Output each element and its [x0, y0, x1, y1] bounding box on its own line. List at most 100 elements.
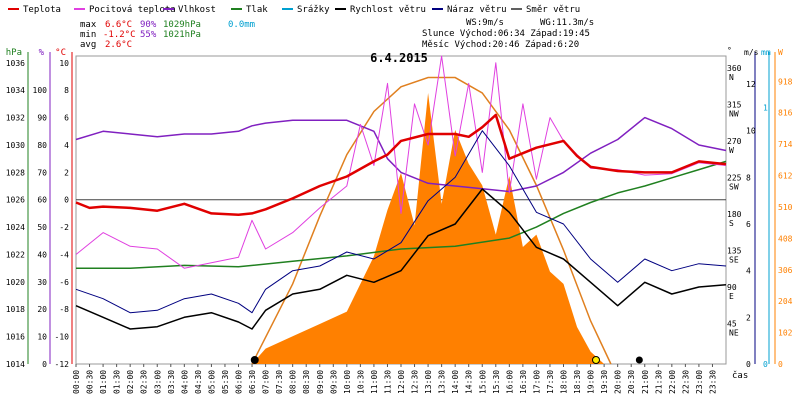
legend-label: Tlak [246, 5, 268, 15]
x-tick-label: 19:00 [587, 370, 596, 394]
stat-min-hum: 55% [140, 30, 157, 40]
wind-gust-info: WG:11.3m/s [540, 18, 594, 28]
x-tick-label: 01:00 [99, 370, 108, 394]
temperature-tick-label: 0 [64, 196, 69, 205]
x-tick-label: 21:00 [641, 370, 650, 394]
x-tick-label: 12:30 [411, 370, 420, 394]
x-tick-label: 13:30 [438, 370, 447, 394]
x-tick-label: 15:30 [492, 370, 501, 394]
moon-event-marker [635, 356, 643, 364]
x-tick-label: 01:30 [113, 370, 122, 394]
pressure-tick-label: 1026 [6, 196, 25, 205]
direction-tick-compass: N [729, 73, 734, 82]
pressure-tick-label: 1022 [6, 250, 25, 259]
wind-tick-label: 12 [746, 80, 756, 89]
direction-tick-label: 315 [727, 101, 742, 110]
x-tick-label: 11:30 [383, 370, 392, 394]
direction-tick-compass: SE [729, 256, 739, 265]
legend-label: Vlhkost [178, 5, 216, 15]
x-tick-label: 20:30 [627, 370, 636, 394]
stat-max-temp: 6.6°C [105, 20, 132, 30]
x-tick-label: 04:00 [180, 370, 189, 394]
x-tick-label: 04:30 [194, 370, 203, 394]
solar-tick-label: 714 [778, 140, 793, 149]
x-tick-label: 03:00 [153, 370, 162, 394]
x-tick-label: 05:00 [207, 370, 216, 394]
x-tick-label: 06:00 [235, 370, 244, 394]
stat-avg-temp: 2.6°C [105, 40, 132, 50]
temperature-tick-label: 6 [64, 114, 69, 123]
x-tick-label: 20:00 [614, 370, 623, 394]
moon-info: Měsíc Východ:20:46 Západ:6:20 [422, 40, 579, 50]
solar-tick-label: 408 [778, 234, 793, 243]
wind-tick-label: 4 [746, 267, 751, 276]
stat-min-press: 1021hPa [163, 30, 201, 40]
direction-tick-label: 225 [727, 174, 742, 183]
pressure-tick-label: 1034 [6, 86, 25, 95]
solar-tick-label: 102 [778, 329, 793, 338]
direction-tick-compass: NE [729, 329, 739, 338]
x-tick-label: 14:00 [451, 370, 460, 394]
pressure-tick-label: 1032 [6, 114, 25, 123]
legend-label: Rychlost větru [350, 5, 426, 15]
temperature-tick-label: -6 [59, 278, 69, 287]
x-tick-label: 05:30 [221, 370, 230, 394]
stat-max-label: max [80, 20, 97, 30]
wind-axis-unit: m/s [744, 48, 759, 57]
solar-tick-label: 510 [778, 203, 793, 212]
x-tick-label: 08:30 [302, 370, 311, 394]
x-tick-label: 03:30 [167, 370, 176, 394]
series-solar-area [252, 92, 605, 365]
stat-max-hum: 90% [140, 20, 157, 30]
direction-tick-compass: S [729, 219, 734, 228]
stat-min-temp: -1.2°C [103, 30, 136, 40]
solar-tick-label: 816 [778, 109, 793, 118]
legend-label: Pocitová teplota [89, 5, 176, 15]
temperature-tick-label: -4 [59, 250, 69, 259]
pressure-tick-label: 1030 [6, 141, 25, 150]
direction-tick-label: 135 [727, 247, 742, 256]
x-tick-label: 08:00 [289, 370, 298, 394]
humidity-tick-label: 50 [37, 223, 47, 232]
wind-tick-label: 8 [746, 173, 751, 182]
direction-tick-compass: NW [729, 110, 739, 119]
x-tick-label: 07:30 [275, 370, 284, 394]
chart-date: 6.4.2015 [370, 51, 428, 65]
x-tick-label: 16:00 [505, 370, 514, 394]
humidity-tick-label: 80 [37, 141, 47, 150]
x-tick-label: 06:30 [248, 370, 257, 394]
x-tick-label: 16:30 [519, 370, 528, 394]
x-tick-label: 02:00 [126, 370, 135, 394]
x-tick-label: 09:30 [329, 370, 338, 394]
temperature-tick-label: -12 [55, 360, 70, 369]
stat-max-rain: 0.0mm [228, 20, 255, 30]
humidity-tick-label: 0 [42, 360, 47, 369]
temperature-tick-label: 8 [64, 86, 69, 95]
wind-tick-label: 0 [746, 360, 751, 369]
series-humidity-line [75, 116, 727, 193]
legend-label: Směr větru [526, 5, 580, 15]
x-tick-label: 17:00 [532, 370, 541, 394]
series-pressure-line [76, 160, 727, 269]
rain-axis-unit: mm [761, 48, 771, 57]
x-tick-label: 10:30 [356, 370, 365, 394]
stat-avg-label: avg [80, 40, 96, 50]
solar-tick-label: 306 [778, 266, 793, 275]
x-tick-label: 23:30 [708, 370, 717, 394]
x-tick-label: 19:30 [600, 370, 609, 394]
axes: hPa1014101610181020102210241026102810301… [6, 46, 793, 394]
direction-tick-compass: SW [729, 183, 739, 192]
sun-event-marker [250, 356, 259, 364]
x-tick-label: 02:30 [140, 370, 149, 394]
x-tick-label: 00:30 [86, 370, 95, 394]
temperature-tick-label: -2 [59, 223, 69, 232]
direction-axis-unit: ° [727, 46, 732, 55]
x-tick-label: 21:30 [654, 370, 663, 394]
series-wind-speed-line [75, 188, 727, 330]
x-tick-label: 14:30 [465, 370, 474, 394]
pressure-tick-label: 1018 [6, 305, 25, 314]
series-wind-gust-line [75, 130, 727, 314]
humidity-tick-label: 10 [37, 333, 47, 342]
x-tick-label: 23:00 [695, 370, 704, 394]
